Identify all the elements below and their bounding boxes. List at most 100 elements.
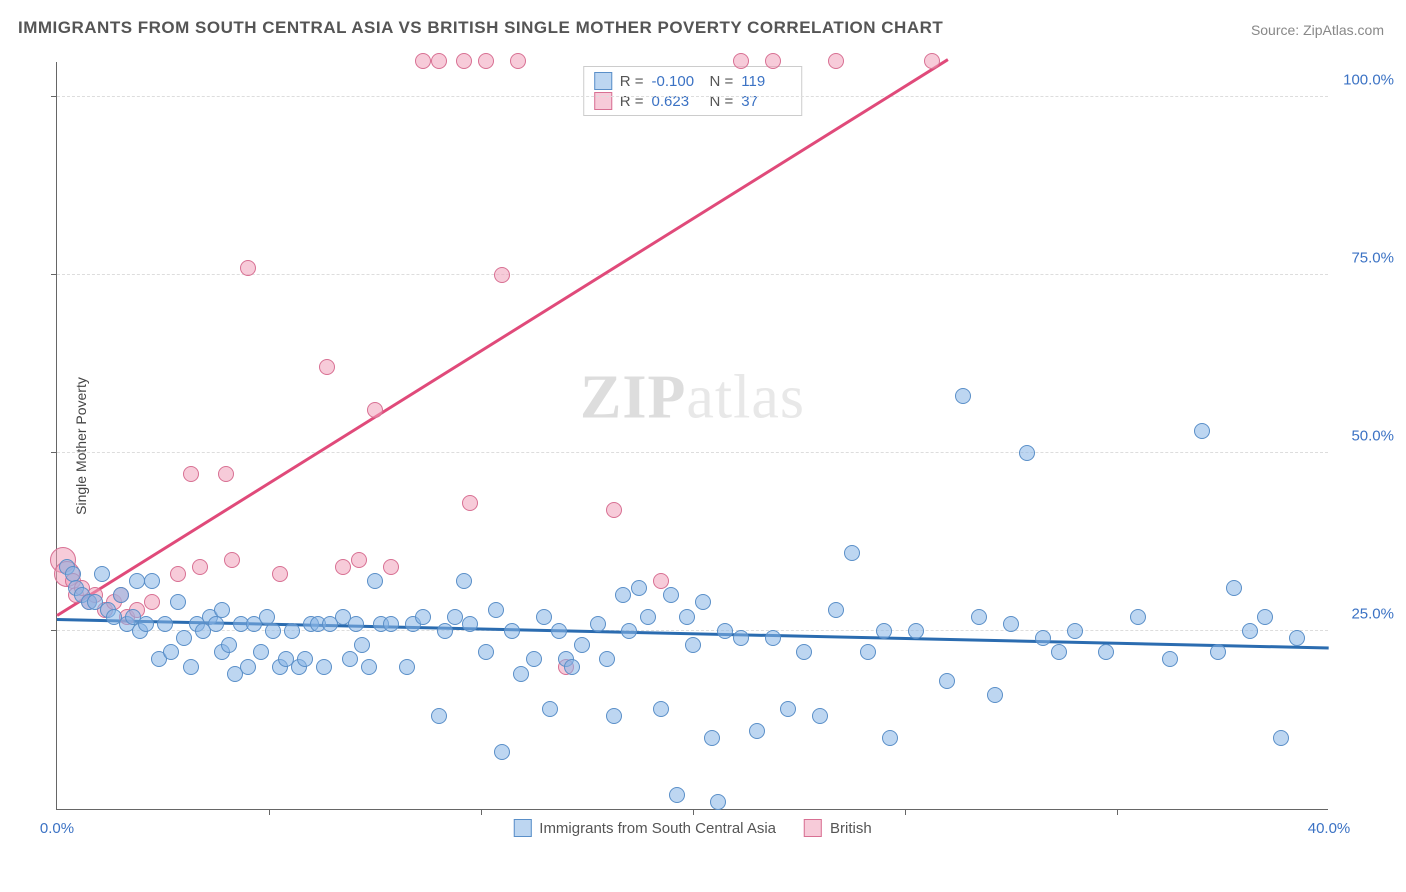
blue-point <box>348 616 364 632</box>
blue-point <box>717 623 733 639</box>
blue-point <box>1273 730 1289 746</box>
blue-point <box>367 573 383 589</box>
x-tick-mark <box>481 809 482 815</box>
pink-point <box>367 402 383 418</box>
pink-point <box>183 466 199 482</box>
stats-legend-row: R =0.623N =37 <box>594 91 792 111</box>
y-tick-label: 50.0% <box>1334 427 1394 444</box>
blue-point <box>297 651 313 667</box>
blue-point <box>504 623 520 639</box>
pink-point <box>478 53 494 69</box>
pink-point <box>462 495 478 511</box>
blue-point <box>163 644 179 660</box>
blue-point <box>574 637 590 653</box>
blue-point <box>214 602 230 618</box>
pink-point <box>828 53 844 69</box>
pink-point <box>218 466 234 482</box>
blue-swatch <box>594 72 612 90</box>
blue-point <box>1098 644 1114 660</box>
blue-point <box>695 594 711 610</box>
blue-point <box>908 623 924 639</box>
blue-point <box>1035 630 1051 646</box>
r-value: -0.100 <box>652 73 702 90</box>
blue-point <box>796 644 812 660</box>
blue-point <box>615 587 631 603</box>
pink-point <box>272 566 288 582</box>
y-tick-label: 25.0% <box>1334 605 1394 622</box>
blue-point <box>253 644 269 660</box>
y-tick-mark <box>51 630 57 631</box>
blue-point <box>456 573 472 589</box>
blue-point <box>955 388 971 404</box>
blue-point <box>631 580 647 596</box>
blue-point <box>685 637 701 653</box>
blue-point <box>1067 623 1083 639</box>
blue-point <box>876 623 892 639</box>
blue-point <box>939 673 955 689</box>
blue-point <box>513 666 529 682</box>
pink-point <box>494 267 510 283</box>
stats-legend: R =-0.100N =119R =0.623N =37 <box>583 66 803 116</box>
blue-point <box>1289 630 1305 646</box>
gridline-h <box>57 630 1328 631</box>
blue-point <box>1257 609 1273 625</box>
blue-point <box>138 616 154 632</box>
gridline-h <box>57 96 1328 97</box>
pink-point <box>765 53 781 69</box>
legend-label: Immigrants from South Central Asia <box>539 820 776 837</box>
x-tick-mark <box>1117 809 1118 815</box>
r-label: R = <box>620 73 644 90</box>
pink-point <box>335 559 351 575</box>
legend-label: British <box>830 820 872 837</box>
blue-point <box>663 587 679 603</box>
legend-item: Immigrants from South Central Asia <box>513 819 776 837</box>
blue-point <box>1242 623 1258 639</box>
blue-point <box>606 708 622 724</box>
blue-point <box>749 723 765 739</box>
blue-point <box>431 708 447 724</box>
pink-point <box>653 573 669 589</box>
blue-point <box>765 630 781 646</box>
blue-point <box>221 637 237 653</box>
watermark: ZIPatlas <box>580 363 805 434</box>
y-tick-mark <box>51 274 57 275</box>
pink-point <box>733 53 749 69</box>
y-tick-mark <box>51 452 57 453</box>
chart-title: IMMIGRANTS FROM SOUTH CENTRAL ASIA VS BR… <box>18 18 943 38</box>
blue-point <box>812 708 828 724</box>
blue-point <box>354 637 370 653</box>
x-tick-mark <box>269 809 270 815</box>
blue-point <box>415 609 431 625</box>
blue-point <box>157 616 173 632</box>
blue-point <box>526 651 542 667</box>
blue-point <box>653 701 669 717</box>
pink-point <box>192 559 208 575</box>
pink-point <box>144 594 160 610</box>
blue-point <box>621 623 637 639</box>
gridline-h <box>57 452 1328 453</box>
blue-point <box>590 616 606 632</box>
pink-trend-line <box>56 59 948 617</box>
blue-point <box>536 609 552 625</box>
blue-point <box>478 644 494 660</box>
blue-point <box>265 623 281 639</box>
plot-area: ZIPatlas R =-0.100N =119R =0.623N =37 Im… <box>56 62 1328 810</box>
series-legend: Immigrants from South Central Asia Britis… <box>513 819 871 837</box>
blue-point <box>1051 644 1067 660</box>
blue-point <box>710 794 726 810</box>
blue-point <box>144 573 160 589</box>
blue-point <box>316 659 332 675</box>
pink-point <box>924 53 940 69</box>
blue-swatch <box>513 819 531 837</box>
pink-point <box>431 53 447 69</box>
blue-point <box>462 616 478 632</box>
blue-point <box>494 744 510 760</box>
x-tick-mark <box>693 809 694 815</box>
blue-point <box>860 644 876 660</box>
stats-legend-row: R =-0.100N =119 <box>594 71 792 91</box>
blue-point <box>129 573 145 589</box>
blue-point <box>1130 609 1146 625</box>
blue-point <box>987 687 1003 703</box>
blue-point <box>447 609 463 625</box>
blue-point <box>1162 651 1178 667</box>
